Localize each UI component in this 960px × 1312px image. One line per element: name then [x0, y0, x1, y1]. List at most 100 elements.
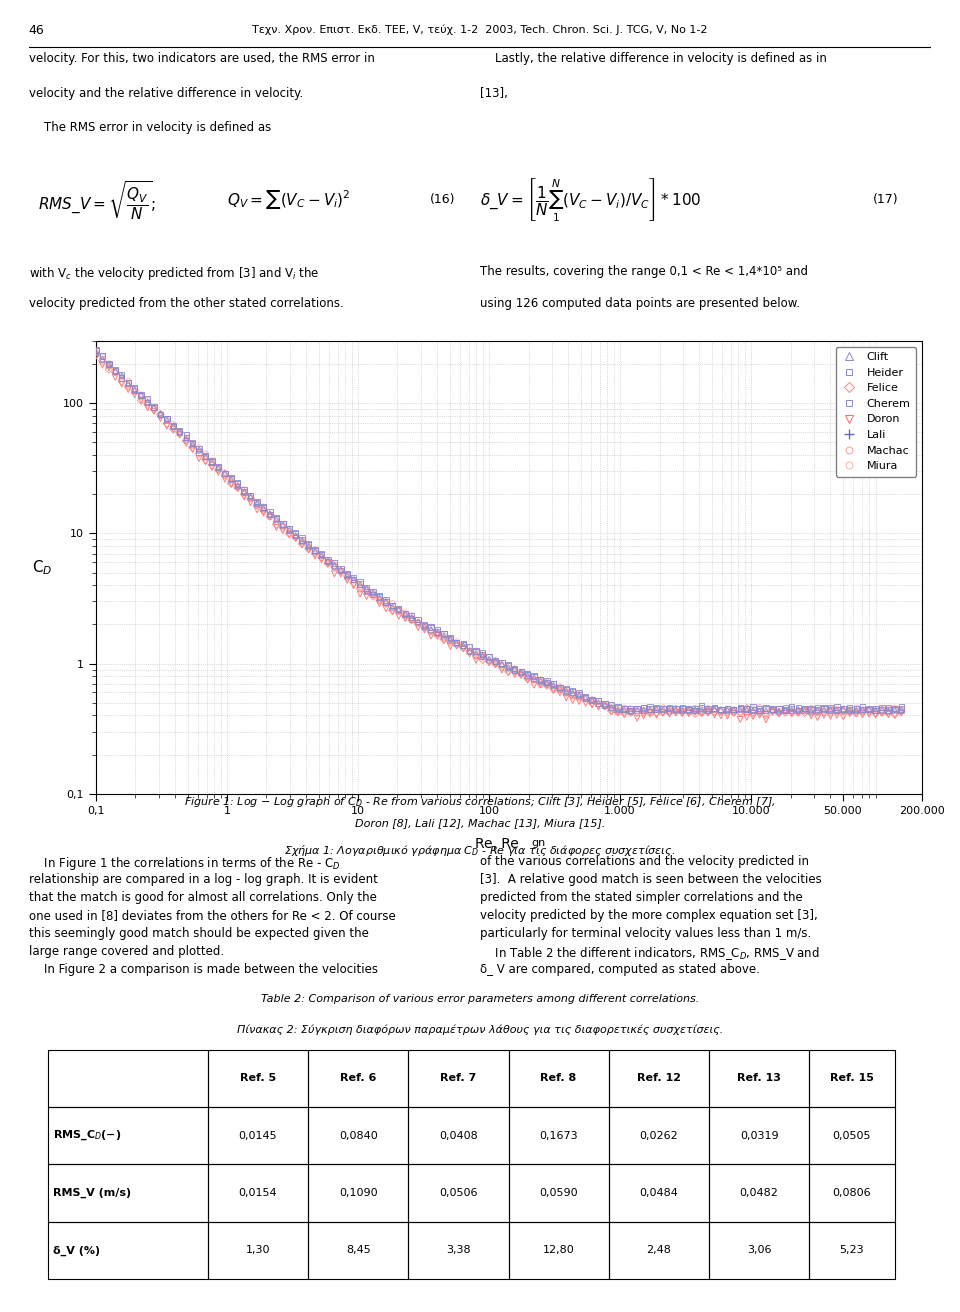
Miura: [468, 640, 484, 661]
Doron: [423, 626, 439, 647]
Bar: [308, 1050, 408, 1107]
Doron: [642, 702, 658, 723]
Cherem: [765, 698, 780, 719]
Machac: [276, 516, 291, 537]
Machac: [590, 694, 606, 715]
Heider: [732, 698, 748, 719]
Miura: [423, 617, 439, 638]
Doron: [771, 703, 786, 724]
Text: 12,80: 12,80: [542, 1245, 574, 1256]
Heider: [295, 530, 310, 551]
Felice: [797, 702, 812, 723]
Miura: [726, 699, 741, 720]
Miura: [597, 694, 612, 715]
Felice: [668, 701, 684, 722]
Doron: [191, 447, 206, 468]
Miura: [894, 698, 909, 719]
Miura: [191, 437, 206, 458]
Doron: [281, 525, 297, 546]
Machac: [198, 447, 213, 468]
Doron: [636, 706, 651, 727]
Cherem: [404, 609, 420, 630]
Miura: [430, 622, 445, 643]
Cherem: [481, 646, 496, 666]
Lali: [771, 701, 786, 722]
Lali: [250, 492, 265, 513]
Miura: [121, 370, 136, 391]
Doron: [533, 674, 548, 695]
Lali: [887, 699, 902, 720]
Bar: [48, 1107, 208, 1165]
Felice: [191, 443, 206, 464]
Cherem: [269, 508, 284, 529]
Heider: [443, 627, 458, 648]
Heider: [468, 640, 484, 661]
Doron: [95, 354, 110, 375]
Felice: [276, 517, 291, 538]
Heider: [514, 661, 529, 682]
Cherem: [732, 698, 748, 719]
Clift: [894, 701, 909, 722]
Cherem: [810, 699, 826, 720]
Doron: [835, 706, 851, 727]
Bar: [208, 1165, 308, 1221]
Heider: [217, 463, 232, 484]
Machac: [630, 701, 645, 722]
Lali: [333, 560, 348, 581]
Felice: [578, 687, 593, 708]
Miura: [314, 544, 329, 565]
Miura: [462, 636, 477, 657]
Clift: [307, 541, 323, 562]
Clift: [875, 699, 890, 720]
Doron: [616, 705, 632, 726]
Machac: [326, 556, 342, 577]
Clift: [243, 487, 258, 508]
Machac: [520, 666, 536, 687]
Lali: [133, 383, 149, 404]
Doron: [880, 705, 896, 726]
Bar: [308, 1221, 408, 1279]
Machac: [314, 547, 329, 568]
Machac: [507, 661, 522, 682]
Text: Lastly, the relative difference in velocity is defined as in: Lastly, the relative difference in veloc…: [480, 52, 827, 66]
Cherem: [243, 485, 258, 506]
Text: 1,30: 1,30: [246, 1245, 270, 1256]
Machac: [114, 369, 130, 390]
Clift: [500, 657, 516, 678]
Lali: [475, 646, 491, 666]
Lali: [656, 699, 671, 720]
Lali: [417, 614, 432, 635]
Heider: [333, 559, 348, 580]
Heider: [211, 457, 227, 478]
Lali: [255, 497, 271, 518]
Heider: [520, 663, 536, 684]
Text: 0,0145: 0,0145: [239, 1131, 277, 1140]
Clift: [255, 499, 271, 520]
Clift: [288, 525, 303, 546]
Bar: [609, 1165, 709, 1221]
Miura: [514, 661, 529, 682]
Doron: [462, 643, 477, 664]
Felice: [701, 699, 716, 720]
Doron: [784, 702, 800, 723]
Text: δ_ V are compared, computed as stated above.: δ_ V are compared, computed as stated ab…: [480, 963, 760, 976]
Doron: [340, 569, 355, 590]
Doron: [675, 703, 690, 724]
Bar: [509, 1050, 609, 1107]
Machac: [804, 701, 819, 722]
Felice: [855, 701, 871, 722]
Clift: [533, 670, 548, 691]
Doron: [494, 660, 510, 681]
Machac: [842, 702, 857, 723]
Lali: [391, 598, 406, 619]
Doron: [114, 374, 130, 395]
Machac: [810, 701, 826, 722]
Felice: [449, 634, 465, 655]
Machac: [321, 552, 336, 573]
Cherem: [507, 657, 522, 678]
Machac: [765, 701, 780, 722]
Cherem: [411, 609, 426, 630]
Felice: [262, 506, 277, 527]
Cherem: [121, 373, 136, 394]
Heider: [146, 396, 161, 417]
